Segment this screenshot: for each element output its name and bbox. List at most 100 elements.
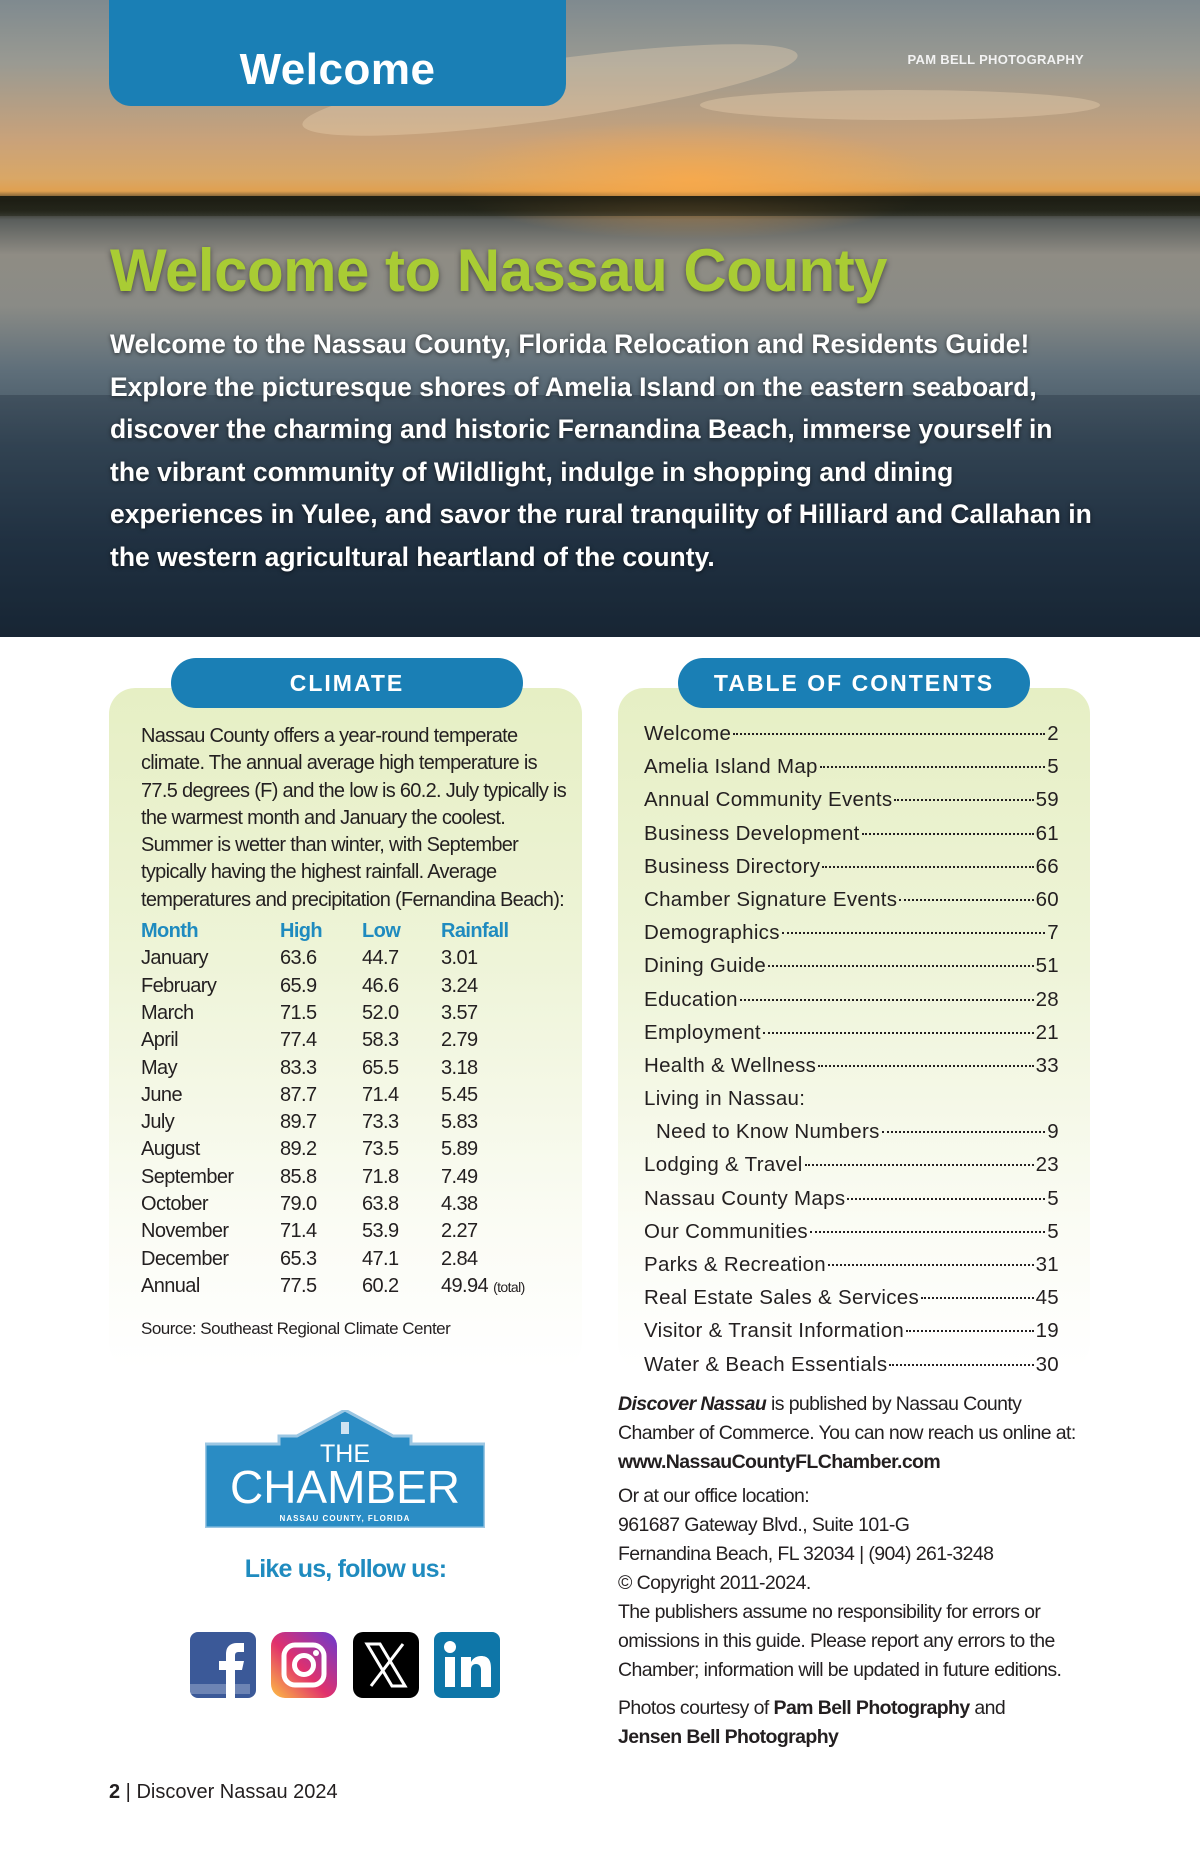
toc-item[interactable]: Welcome 2 — [644, 722, 1059, 755]
toc-item[interactable]: Living in Nassau: — [644, 1087, 1059, 1120]
toc-label: Visitor & Transit Information — [644, 1319, 905, 1343]
cell: 60.2 — [362, 1274, 399, 1297]
toc-label: Parks & Recreation — [644, 1253, 827, 1276]
toc-label: Dining Guide — [644, 954, 767, 978]
col-rainfall: Rainfall — [441, 920, 509, 943]
toc-label: Real Estate Sales & Services — [644, 1286, 920, 1310]
toc-page: 60 — [1035, 887, 1059, 911]
toc-page: 7 — [1047, 921, 1059, 945]
copyright: © Copyright 2011-2024. — [618, 1572, 811, 1594]
toc-list: Welcome 2 Amelia Island Map 5 Annual Communi… — [644, 722, 1059, 1386]
climate-panel: Nassau County offers a year-round temper… — [109, 688, 582, 1370]
dot-leader — [804, 1164, 1034, 1167]
linkedin-icon[interactable] — [434, 1632, 500, 1698]
toc-item[interactable]: Business Directory 66 — [644, 855, 1059, 888]
toc-label: Health & Wellness — [644, 1053, 817, 1077]
cell: 71.5 — [280, 1001, 317, 1024]
table-row: October 79.0 63.8 4.38 — [141, 1191, 570, 1218]
cell: 7.49 — [441, 1165, 478, 1188]
address-line1: 961687 Gateway Blvd., Suite 101-G — [618, 1514, 910, 1536]
x-icon[interactable] — [353, 1632, 419, 1698]
cell: 71.8 — [362, 1165, 399, 1188]
toc-label: Need to Know Numbers — [656, 1120, 880, 1144]
toc-item[interactable]: Our Communities 5 — [644, 1220, 1059, 1253]
toc-item[interactable]: Chamber Signature Events 60 — [644, 888, 1059, 921]
toc-item[interactable]: Parks & Recreation 31 — [644, 1253, 1059, 1286]
follow-label: Like us, follow us: — [244, 1555, 447, 1583]
cell: 5.45 — [441, 1083, 478, 1106]
cell: 89.7 — [280, 1111, 317, 1134]
cell: 63.6 — [280, 947, 317, 970]
toc-item[interactable]: Annual Community Events 59 — [644, 788, 1059, 821]
cell: 71.4 — [280, 1220, 317, 1243]
col-month: Month — [141, 920, 199, 943]
toc-label: Lodging & Travel — [644, 1153, 803, 1177]
toc-item[interactable]: Water & Beach Essentials 30 — [644, 1353, 1059, 1386]
table-row: November 71.4 53.9 2.27 — [141, 1218, 570, 1245]
dot-leader — [768, 965, 1034, 968]
dot-leader — [828, 1264, 1034, 1266]
toc-item[interactable]: Dining Guide 51 — [644, 954, 1059, 987]
toc-item[interactable]: Amelia Island Map 5 — [644, 755, 1059, 788]
facebook-icon[interactable] — [190, 1632, 256, 1698]
toc-item[interactable]: Health & Wellness 33 — [644, 1054, 1059, 1087]
instagram-icon[interactable] — [271, 1632, 337, 1698]
cell-rainfall: 5.83 — [441, 1109, 570, 1136]
cell: November — [141, 1220, 229, 1243]
hero-photo — [0, 0, 1200, 637]
climate-table: Month High Low Rainfall January 63.6 44.7 3… — [141, 918, 570, 1301]
toc-item[interactable]: Education 28 — [644, 988, 1059, 1021]
toc-page: 19 — [1035, 1319, 1059, 1343]
dot-leader — [894, 799, 1034, 802]
cell: 5.83 — [441, 1111, 478, 1134]
toc-page: 9 — [1047, 1120, 1059, 1144]
cell: 2.84 — [441, 1247, 478, 1270]
page-footer: 2 | Discover Nassau 2024 — [109, 1781, 338, 1804]
cell: 3.24 — [441, 974, 478, 997]
dot-leader — [921, 1297, 1034, 1300]
climate-source: Source: Southeast Regional Climate Cente… — [141, 1319, 451, 1339]
cell: 77.4 — [280, 1029, 317, 1052]
table-row: Annual 77.5 60.2 49.94 (total) — [141, 1273, 570, 1301]
total-note: (total) — [493, 1278, 525, 1295]
dot-leader — [899, 898, 1034, 901]
cell: 58.3 — [362, 1029, 399, 1052]
dot-leader — [739, 998, 1034, 1001]
logo-the: THE — [320, 1440, 370, 1468]
table-row: May 83.3 65.5 3.18 — [141, 1055, 570, 1082]
toc-item[interactable]: Need to Know Numbers 9 — [644, 1120, 1059, 1153]
dot-leader — [822, 865, 1034, 868]
cell: 4.38 — [441, 1193, 478, 1216]
address-line2: Fernandina Beach, FL 32034 | (904) 261-3… — [618, 1543, 994, 1565]
cell-rainfall: 2.84 — [441, 1246, 570, 1273]
cell-rainfall: 3.24 — [441, 973, 570, 1000]
toc-page: 21 — [1035, 1020, 1059, 1044]
photographer-2: Jensen Bell Photography — [618, 1726, 839, 1748]
toc-item[interactable]: Nassau County Maps 5 — [644, 1187, 1059, 1220]
cell: 2.79 — [441, 1029, 478, 1052]
dot-leader — [818, 1064, 1034, 1067]
cell-rainfall: 3.18 — [441, 1055, 570, 1082]
toc-page: 2 — [1047, 722, 1059, 745]
table-row: January 63.6 44.7 3.01 — [141, 945, 570, 972]
toc-item[interactable]: Employment 21 — [644, 1021, 1059, 1054]
section-tab: Welcome — [109, 0, 566, 106]
toc-item[interactable]: Business Development 61 — [644, 822, 1059, 855]
logo-subtitle: NASSAU COUNTY, FLORIDA — [280, 1514, 411, 1523]
col-low: Low — [362, 920, 401, 943]
cell: 44.7 — [362, 947, 399, 970]
cell: 65.9 — [280, 974, 317, 997]
toc-item[interactable]: Real Estate Sales & Services 45 — [644, 1286, 1059, 1319]
photos-and: and — [969, 1697, 1006, 1719]
toc-item[interactable]: Visitor & Transit Information 19 — [644, 1319, 1059, 1352]
website-link[interactable]: www.NassauCountyFLChamber.com — [618, 1451, 941, 1473]
toc-item[interactable]: Demographics 7 — [644, 921, 1059, 954]
table-header: Month High Low Rainfall — [141, 918, 570, 945]
toc-item[interactable]: Lodging & Travel 23 — [644, 1153, 1059, 1186]
cell-rainfall: 49.94 (total) — [441, 1273, 570, 1301]
cell-rainfall: 2.79 — [441, 1027, 570, 1054]
cell: 63.8 — [362, 1193, 399, 1216]
cell: June — [141, 1083, 183, 1106]
cell: 3.18 — [441, 1056, 478, 1079]
toc-page: 5 — [1047, 1186, 1059, 1210]
